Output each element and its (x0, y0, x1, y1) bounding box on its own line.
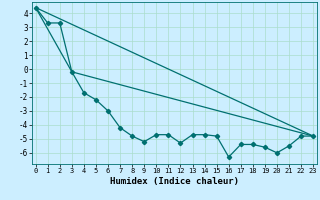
X-axis label: Humidex (Indice chaleur): Humidex (Indice chaleur) (110, 177, 239, 186)
